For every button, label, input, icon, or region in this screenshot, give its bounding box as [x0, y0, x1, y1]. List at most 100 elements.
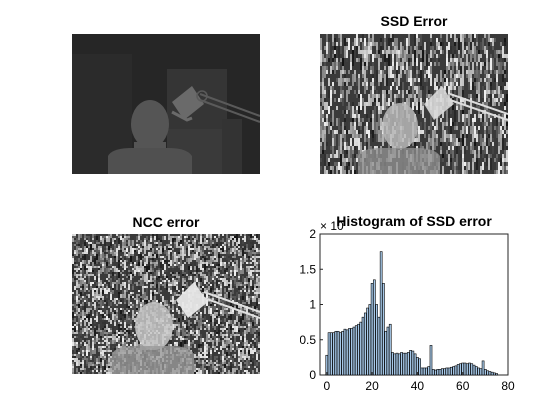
noise-pixel	[132, 248, 134, 254]
noise-pixel	[120, 326, 122, 328]
noise-pixel	[232, 368, 234, 374]
noise-pixel	[176, 276, 178, 278]
noise-pixel	[228, 346, 230, 348]
noise-pixel	[98, 310, 100, 312]
noise-pixel	[210, 262, 212, 264]
histogram-bar	[431, 369, 435, 376]
noise-pixel	[222, 262, 224, 266]
noise-pixel	[346, 90, 348, 102]
noise-pixel	[154, 276, 156, 278]
noise-pixel	[328, 154, 330, 158]
noise-pixel	[220, 262, 222, 268]
noise-pixel	[222, 252, 224, 254]
noise-pixel	[182, 314, 184, 316]
noise-pixel	[338, 146, 340, 158]
noise-pixel	[228, 320, 230, 326]
noise-pixel	[184, 340, 186, 346]
noise-pixel	[478, 134, 480, 142]
noise-pixel	[222, 298, 224, 302]
noise-pixel	[486, 70, 488, 74]
noise-pixel	[184, 262, 186, 264]
noise-pixel	[160, 248, 162, 252]
noise-pixel	[438, 62, 440, 66]
noise-pixel	[434, 62, 436, 66]
noise-pixel	[344, 46, 346, 58]
noise-pixel	[246, 320, 248, 322]
noise-pixel	[138, 282, 140, 284]
noise-pixel	[226, 274, 228, 278]
noise-pixel	[164, 276, 166, 278]
noise-pixel	[462, 74, 464, 86]
noise-pixel	[398, 74, 400, 86]
noise-pixel	[368, 130, 370, 138]
noise-pixel	[362, 82, 364, 86]
x-tick-label: 40	[411, 379, 425, 393]
noise-pixel	[94, 234, 96, 236]
noise-pixel	[430, 138, 432, 146]
noise-pixel	[416, 130, 418, 142]
noise-pixel	[74, 268, 76, 270]
noise-pixel	[326, 118, 328, 122]
noise-pixel	[254, 280, 256, 286]
noise-pixel	[124, 262, 126, 268]
noise-pixel	[78, 302, 80, 304]
noise-pixel	[494, 38, 496, 42]
noise-pixel	[88, 322, 90, 326]
noise-pixel	[74, 332, 76, 334]
histogram-bar	[454, 365, 458, 376]
noise-pixel	[168, 266, 170, 268]
noise-pixel	[162, 264, 164, 270]
noise-pixel	[478, 114, 480, 118]
noise-pixel	[342, 110, 344, 114]
noise-pixel	[158, 282, 160, 288]
noise-pixel	[190, 256, 192, 258]
noise-pixel	[488, 158, 490, 170]
noise-pixel	[246, 308, 248, 314]
noise-pixel	[226, 268, 228, 270]
noise-pixel	[468, 94, 470, 98]
noise-pixel	[144, 250, 146, 254]
noise-pixel	[120, 338, 122, 344]
noise-pixel	[248, 282, 250, 288]
noise-pixel	[206, 248, 208, 250]
noise-pixel	[204, 352, 206, 358]
noise-pixel	[380, 106, 382, 114]
noise-pixel	[240, 292, 242, 294]
noise-pixel	[490, 118, 492, 122]
noise-pixel	[86, 336, 88, 338]
noise-pixel	[72, 342, 74, 348]
noise-pixel	[96, 296, 98, 298]
noise-pixel	[438, 126, 440, 130]
noise-pixel	[386, 58, 388, 62]
noise-pixel	[142, 280, 144, 286]
noise-pixel	[232, 332, 234, 334]
noise-pixel	[126, 238, 128, 240]
noise-pixel	[196, 276, 198, 278]
noise-pixel	[122, 278, 124, 280]
noise-pixel	[104, 290, 106, 294]
noise-pixel	[334, 138, 336, 146]
noise-pixel	[206, 256, 208, 258]
noise-pixel	[80, 292, 82, 296]
noise-pixel	[214, 298, 216, 302]
noise-pixel	[222, 272, 224, 274]
noise-pixel	[418, 50, 420, 54]
noise-pixel	[220, 328, 222, 330]
noise-pixel	[164, 264, 166, 270]
noise-pixel	[354, 170, 356, 174]
noise-pixel	[458, 70, 460, 78]
noise-pixel	[194, 276, 196, 282]
noise-pixel	[94, 252, 96, 256]
noise-pixel	[140, 278, 142, 280]
noise-pixel	[206, 266, 208, 268]
noise-pixel	[134, 322, 136, 328]
noise-pixel	[236, 266, 238, 270]
noise-pixel	[106, 256, 108, 258]
noise-pixel	[116, 282, 118, 288]
noise-pixel	[204, 358, 206, 360]
noise-pixel	[446, 74, 448, 78]
noise-pixel	[222, 268, 224, 274]
noise-pixel	[474, 70, 476, 78]
noise-pixel	[102, 258, 104, 260]
noise-pixel	[96, 260, 98, 262]
